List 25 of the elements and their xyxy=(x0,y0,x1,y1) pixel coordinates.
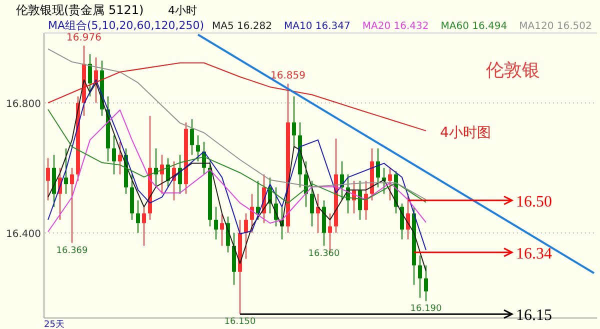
legend-item: MA60 16.494 xyxy=(440,21,508,32)
text: 25天 xyxy=(44,319,64,329)
line-series xyxy=(48,110,426,232)
ref-line-label: 16.15 xyxy=(516,307,552,324)
text: MA组合(5,10,20,60,120,250) xyxy=(48,19,204,32)
y-tick-label: 16.800 xyxy=(6,98,41,110)
y-tick-label: 16.400 xyxy=(6,228,41,240)
annotation: 16.190 xyxy=(410,304,442,314)
ref-line-label: 16.50 xyxy=(516,193,552,210)
ref-line-label: 16.34 xyxy=(516,245,552,262)
annotation: 16.150 xyxy=(224,317,256,328)
legend-item: MA120 16.502 xyxy=(519,21,592,32)
annotation: 16.976 xyxy=(66,32,102,44)
legend-item: MA20 16.432 xyxy=(362,21,429,32)
line-series xyxy=(48,62,426,132)
chart-title: 伦敦银现(贵金属 5121) xyxy=(16,3,144,17)
legend-item: MA10 16.347 xyxy=(284,21,350,32)
annotation: 16.360 xyxy=(308,248,340,259)
line-series xyxy=(48,48,426,200)
annotation: 16.369 xyxy=(56,246,88,256)
chart-subtitle: 4小时 xyxy=(168,4,197,17)
annotation: 4小时图 xyxy=(440,125,491,141)
annotation: 伦敦银 xyxy=(486,60,540,81)
legend-item: MA5 16.282 xyxy=(212,21,272,32)
annotation: 16.859 xyxy=(270,70,306,82)
